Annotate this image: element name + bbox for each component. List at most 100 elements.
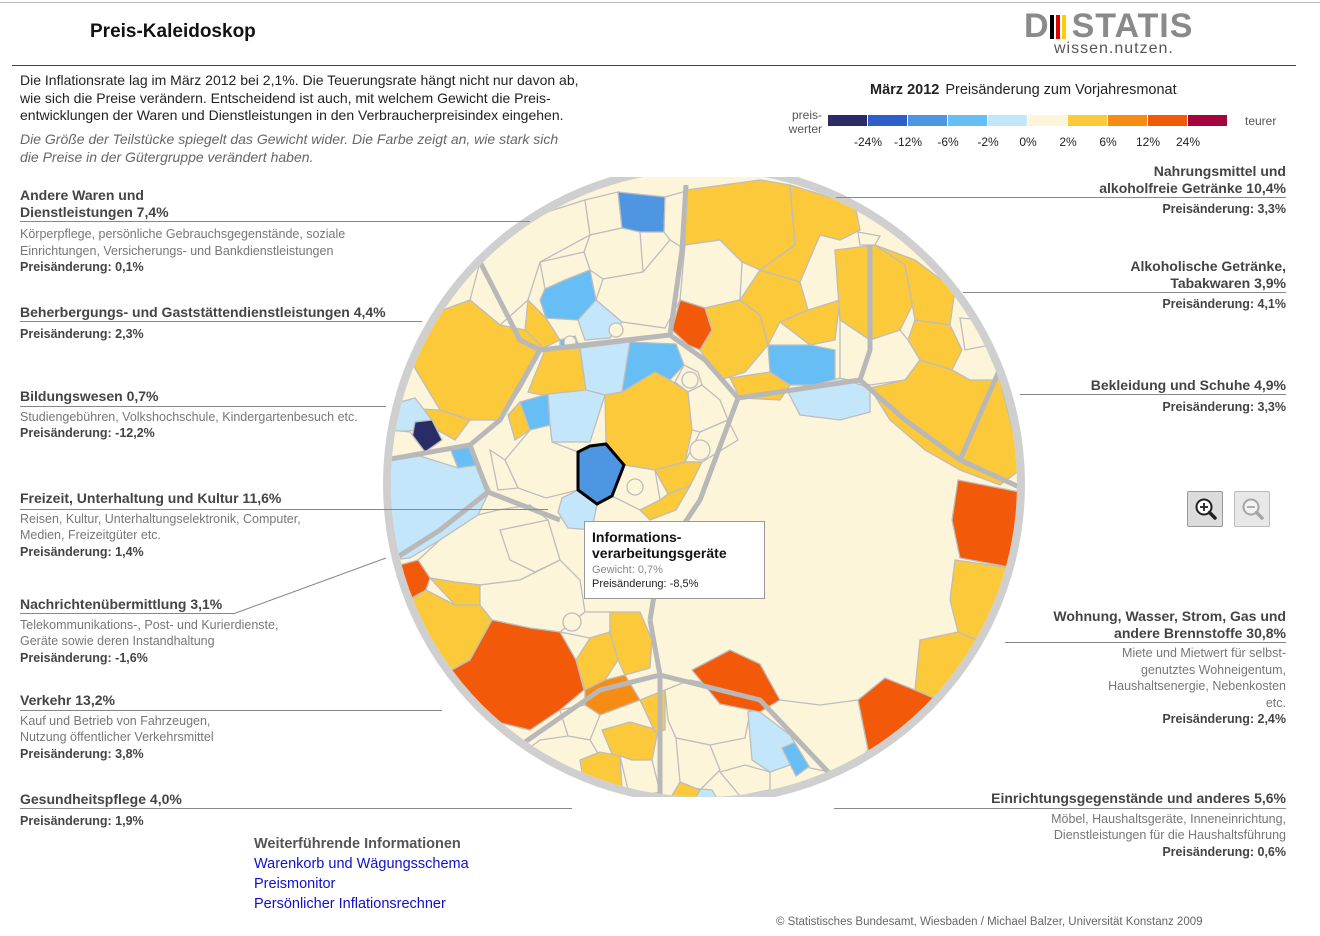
label-verkehr[interactable]: Verkehr 13,2% Kauf und Betrieb von Fahrz… [20, 692, 280, 763]
group-change: Preisänderung: 0,1% [20, 260, 144, 274]
legend-cheaper-label: preis-werter [788, 108, 822, 136]
group-name: Bekleidung und Schuhe 4,9% [1090, 377, 1286, 393]
legend-swatch-7 [1108, 115, 1148, 126]
copyright: © Statistisches Bundesamt, Wiesbaden / M… [776, 916, 1203, 928]
legend-tick-label: 24% [1175, 135, 1201, 149]
legend-swatch-5 [1028, 115, 1068, 126]
legend-tick-label: -6% [937, 135, 959, 149]
group-change: Preisänderung: 2,4% [1162, 712, 1286, 726]
group-description: Telekommunikations-, Post- und Kurierdie… [20, 617, 279, 649]
label-bekleidung[interactable]: Bekleidung und Schuhe 4,9% Preisänderung… [1036, 377, 1286, 416]
group-name: Nachrichtenübermittlung 3,1% [20, 596, 223, 612]
group-boundary [477, 184, 689, 353]
kaleidoscope-cell[interactable] [489, 448, 519, 491]
legend-title: März 2012 Preisänderung zum Vorjahresmona… [870, 82, 1177, 98]
label-wohnung[interactable]: Wohnung, Wasser, Strom, Gas und andere B… [1036, 608, 1286, 728]
leader-rule [20, 321, 422, 322]
group-name: Freizeit, Unterhaltung und Kultur 11,6% [20, 490, 282, 506]
cell-tooltip: Informations-verarbeitungsgeräte Gewicht… [584, 521, 765, 599]
kaleidoscope-cell[interactable] [675, 737, 721, 791]
label-andere-waren[interactable]: Andere Waren und Dienstleistungen 7,4% K… [20, 187, 360, 276]
group-boundary [391, 490, 490, 568]
kaleidoscope-cell[interactable] [626, 478, 644, 496]
link-preismonitor[interactable]: Preismonitor [254, 876, 336, 892]
kaleidoscope-cell[interactable] [689, 787, 727, 797]
label-alkohol[interactable]: Alkoholische Getränke, Tabakwaren 3,9% P… [1086, 258, 1286, 313]
kaleidoscope-cell[interactable] [718, 764, 771, 797]
group-name: Wohnung, Wasser, Strom, Gas und andere B… [1053, 608, 1286, 641]
legend-swatch-2 [908, 115, 948, 126]
leader-rule [20, 710, 442, 711]
highlight-cell-informationsverarbeitung[interactable] [576, 442, 626, 506]
destatis-logo[interactable]: D STATIS wissen.nutzen. [1024, 8, 1224, 58]
group-description: Miete und Mietwert für selbst­genutztes … [1108, 646, 1286, 710]
zoom-out-button[interactable] [1234, 491, 1270, 527]
kaleidoscope-cell[interactable] [778, 299, 841, 346]
header-rule [12, 65, 1296, 66]
legend-swatch-8 [1148, 115, 1188, 126]
top-border [0, 2, 1320, 3]
kaleidoscope-cell[interactable] [617, 191, 666, 233]
kaleidoscope-cell[interactable] [758, 184, 861, 283]
label-freizeit[interactable]: Freizeit, Unterhaltung und Kultur 11,6% … [20, 490, 340, 561]
zoom-in-icon [1195, 498, 1217, 520]
zoom-out-icon [1242, 498, 1264, 520]
kaleidoscope-cell[interactable] [524, 298, 561, 349]
group-name: Nahrungsmittel und alkoholfreie Getränke… [1099, 163, 1286, 196]
legend-color-bar [828, 115, 1228, 126]
further-info-heading: Weiterführende Informationen [254, 836, 461, 852]
tooltip-change: Preisänderung: -8,5% [592, 578, 699, 590]
legend-swatch-6 [1068, 115, 1108, 126]
logo-tagline: wissen.nutzen. [1054, 40, 1174, 57]
label-nachrichten[interactable]: Nachrichtenübermittlung 3,1% Telekommuni… [20, 596, 310, 667]
legend-caption: Preisänderung zum Vorjahresmonat [945, 82, 1177, 98]
group-name: Verkehr 13,2% [20, 692, 115, 708]
legend-ticks: -24% -12% -6% -2% 0% 2% 6% 12% 24% [848, 135, 1248, 151]
leader-diagonal [232, 557, 387, 615]
leader-rule [20, 221, 530, 222]
label-bildungswesen[interactable]: Bildungswesen 0,7% Studiengebühren, Volk… [20, 388, 380, 442]
link-warenkorb[interactable]: Warenkorb und Wägungsschema [254, 856, 469, 872]
leader-rule [836, 197, 1286, 198]
label-gesundheit[interactable]: Gesundheitspflege 4,0% Preisänderung: 1,… [20, 791, 280, 830]
legend-month: März 2012 [870, 82, 940, 98]
kaleidoscope-cell[interactable] [758, 699, 869, 776]
kaleidoscope-cell[interactable] [609, 611, 653, 676]
group-name: Beherbergungs- und Gaststättendienstleis… [20, 304, 386, 320]
group-boundary [668, 245, 873, 401]
legend-tick-label: -24% [853, 135, 883, 149]
legend-tick-label: 12% [1135, 135, 1161, 149]
kaleidoscope-cell[interactable] [638, 484, 692, 521]
logo-word: D STATIS [1024, 7, 1194, 45]
group-change: Preisänderung: 3,3% [1162, 399, 1286, 414]
tooltip-name: Informations-verarbeitungsgeräte [592, 529, 727, 561]
leader-rule [1005, 642, 1286, 643]
link-inflationsrechner[interactable]: Persönlicher Inflationsrechner [254, 896, 446, 912]
group-boundary [659, 672, 852, 797]
kaleidoscope-cell[interactable] [681, 371, 699, 389]
logo-bars-icon [1049, 15, 1072, 39]
kaleidoscope-cell[interactable] [667, 781, 701, 797]
group-change: Preisänderung: 1,4% [20, 544, 144, 559]
kaleidoscope-chart[interactable] [380, 177, 1030, 797]
zoom-in-button[interactable] [1187, 491, 1223, 527]
legend-swatch-9 [1188, 115, 1228, 126]
kaleidoscope-cell[interactable] [608, 322, 624, 338]
group-description: Möbel, Haushaltsgeräte, Inneneinrichtung… [1051, 811, 1286, 843]
group-change: Preisänderung: 3,8% [20, 746, 144, 761]
group-change: Preisänderung: 3,3% [1162, 202, 1286, 216]
group-boundary [957, 298, 1017, 462]
label-nahrungsmittel[interactable]: Nahrungsmittel und alkoholfreie Getränke… [1030, 163, 1286, 218]
kaleidoscope-cell[interactable] [583, 227, 644, 280]
tooltip-weight: Gewicht: 0,7% [592, 564, 663, 576]
kaleidoscope-cell[interactable] [562, 612, 582, 632]
label-einrichtung[interactable]: Einrichtungsgegenstände und anderes 5,6%… [966, 790, 1286, 861]
legend-dearer-label: teurer [1245, 114, 1277, 128]
label-beherbergung[interactable]: Beherbergungs- und Gaststättendienstleis… [20, 304, 420, 343]
leader-rule [1020, 394, 1286, 395]
legend-tick-label: -12% [893, 135, 923, 149]
kaleidoscope-cell[interactable] [689, 439, 711, 461]
group-change: Preisänderung: 0,6% [1162, 844, 1286, 859]
group-description: Kauf und Betrieb von Fahrzeugen, Nutzung… [20, 713, 214, 745]
group-change: Preisänderung: 1,9% [20, 813, 144, 828]
